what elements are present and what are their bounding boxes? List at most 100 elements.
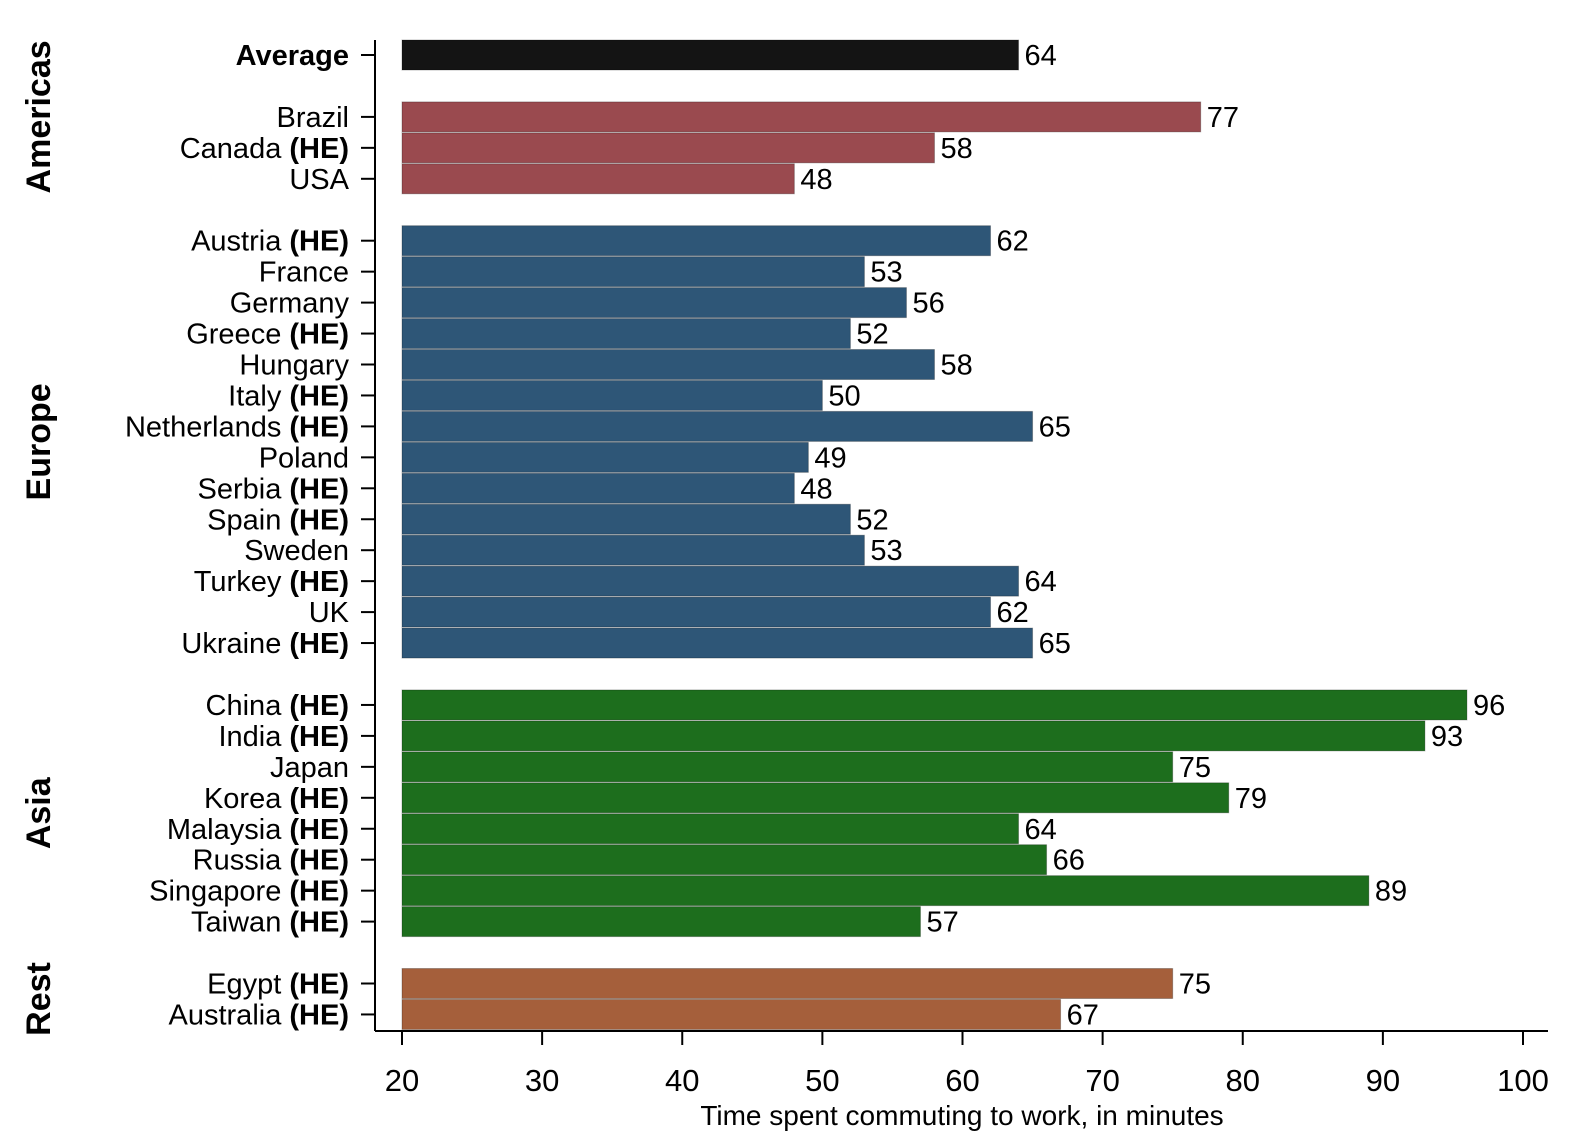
value-label-bg: [798, 473, 839, 504]
category-label: Serbia (HE): [198, 473, 350, 505]
category-label: France: [259, 257, 349, 289]
bar-average: [401, 39, 1020, 71]
category-label: Canada (HE): [180, 133, 349, 165]
bar-greece: [401, 318, 851, 350]
value-label-bg: [1176, 751, 1217, 782]
value-label-bg: [994, 225, 1035, 256]
value-label: 75: [1179, 969, 1211, 1001]
x-tick-label: 100: [1497, 1063, 1549, 1098]
category-label: Austria (HE): [191, 226, 349, 258]
value-label-bg: [1204, 101, 1245, 132]
group-label-americas: Americas: [20, 40, 58, 193]
bar-uk: [401, 596, 992, 628]
value-label-bg: [1372, 875, 1413, 906]
value-label-bg: [854, 318, 895, 349]
category-label: Russia (HE): [193, 845, 349, 877]
x-tick-label: 50: [805, 1063, 839, 1098]
category-label: Taiwan (HE): [191, 907, 349, 939]
x-tick-label: 30: [525, 1063, 559, 1098]
value-label: 62: [997, 226, 1029, 258]
bar-malaysia: [401, 813, 1020, 845]
bar-egypt: [401, 968, 1174, 999]
category-label: Average: [236, 40, 349, 72]
labels-layer: Average 64 Brazil 77 Canada (HE) 58 USA 48 Ameri…: [20, 40, 1511, 1036]
value-label: 48: [800, 473, 832, 505]
bar-turkey: [401, 565, 1020, 597]
category-label: Turkey (HE): [194, 566, 349, 598]
category-label: Brazil: [276, 102, 349, 134]
value-label: 65: [1039, 411, 1071, 443]
value-label: 64: [1025, 40, 1057, 72]
value-label-bg: [1064, 999, 1105, 1030]
value-label-bg: [1036, 411, 1077, 442]
group-label-europe: Europe: [20, 383, 58, 500]
bar-austria: [401, 225, 992, 257]
value-label: 57: [926, 907, 958, 939]
category-label: Korea (HE): [204, 783, 349, 815]
category-label: Singapore (HE): [149, 876, 349, 908]
category-label: UK: [309, 597, 350, 629]
x-tick-label: 60: [945, 1063, 979, 1098]
value-label-bg: [938, 132, 979, 163]
category-label: Poland: [259, 442, 349, 474]
bar-germany: [401, 287, 907, 319]
value-label-bg: [826, 380, 867, 411]
bar-korea: [401, 782, 1230, 814]
value-label: 65: [1039, 628, 1071, 660]
category-label: Japan: [270, 752, 349, 784]
value-label: 64: [1025, 566, 1057, 598]
bar-hungary: [401, 349, 935, 380]
value-label: 52: [856, 319, 888, 351]
bar-ukraine: [401, 627, 1034, 659]
value-label: 79: [1235, 783, 1267, 815]
value-label-bg: [812, 442, 853, 473]
category-label: Italy (HE): [228, 380, 349, 412]
category-label: India (HE): [218, 721, 349, 753]
value-label: 64: [1025, 814, 1057, 846]
x-tick-label: 20: [385, 1063, 419, 1098]
value-label-bg: [1232, 782, 1273, 813]
bar-singapore: [401, 875, 1370, 907]
value-label-bg: [798, 163, 839, 194]
category-label: Greece (HE): [186, 319, 349, 351]
x-tick-label: 40: [665, 1063, 699, 1098]
value-label: 75: [1179, 752, 1211, 784]
value-label-bg: [854, 504, 895, 535]
value-label-bg: [924, 906, 965, 937]
value-label-bg: [868, 256, 909, 287]
value-label-bg: [1470, 689, 1511, 720]
bar-canada: [401, 132, 935, 164]
value-label-bg: [1050, 844, 1091, 875]
x-ticks-layer: 20 30 40 50 60 70 80 90 100: [385, 1031, 1549, 1098]
x-tick-label: 90: [1366, 1063, 1400, 1098]
value-label: 52: [856, 504, 888, 536]
group-label-asia: Asia: [20, 776, 58, 849]
category-label: Malaysia (HE): [167, 814, 349, 846]
group-label-rest: Rest: [20, 962, 58, 1036]
bar-china: [401, 689, 1468, 721]
value-label: 77: [1207, 102, 1239, 134]
value-label: 50: [828, 380, 860, 412]
value-label-bg: [1036, 628, 1077, 659]
category-label: Egypt (HE): [207, 969, 349, 1001]
value-label-bg: [1022, 40, 1063, 70]
value-label: 62: [997, 597, 1029, 629]
category-label: Australia (HE): [169, 999, 350, 1031]
value-label: 53: [870, 257, 902, 289]
bar-france: [401, 256, 865, 288]
x-axis-title: Time spent commuting to work, in minutes: [700, 1100, 1223, 1131]
bar-taiwan: [401, 906, 921, 938]
bars-layer: [401, 39, 1468, 1030]
value-label-bg: [994, 597, 1035, 628]
value-label-bg: [1176, 968, 1217, 999]
value-label-bg: [1428, 720, 1469, 751]
bar-sweden: [401, 534, 865, 566]
value-label-bg: [910, 287, 951, 318]
bar-india: [401, 720, 1426, 752]
bar-japan: [401, 751, 1174, 783]
bar-poland: [401, 441, 809, 473]
category-label: Netherlands (HE): [125, 411, 349, 443]
bar-usa: [401, 163, 795, 195]
x-tick-label: 70: [1085, 1063, 1119, 1098]
